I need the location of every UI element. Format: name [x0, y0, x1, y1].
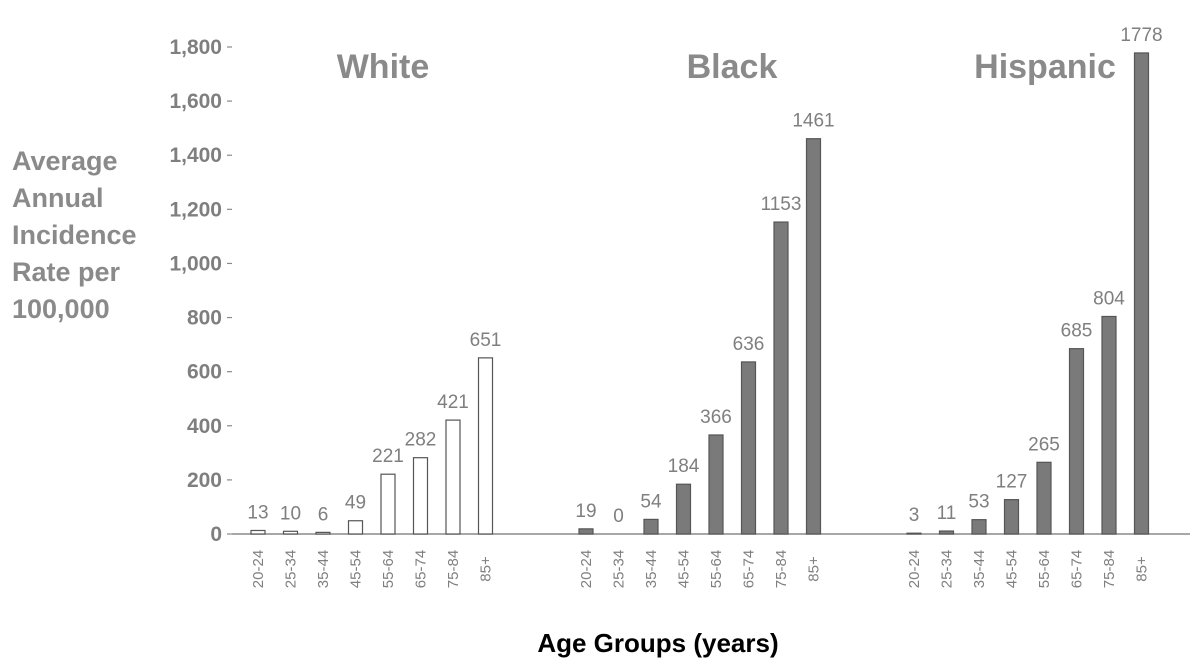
- bar-value-label: 804: [1093, 288, 1125, 309]
- x-tick-label: 65-74: [413, 550, 430, 588]
- y-tick-label: 1,400: [169, 144, 222, 167]
- bar-value-label: 54: [640, 491, 662, 512]
- bar-value-label: 651: [470, 330, 502, 351]
- x-tick-label: 20-24: [250, 550, 267, 588]
- bar: [380, 473, 396, 535]
- group-title: White: [337, 48, 430, 86]
- bar-value-label: 127: [996, 472, 1028, 493]
- bar: [477, 357, 494, 535]
- bar-value-label: 53: [968, 492, 989, 513]
- bar: [347, 520, 364, 535]
- x-tick-label: 55-64: [380, 550, 397, 588]
- bar-value-label: 421: [437, 392, 469, 413]
- bar: [708, 434, 724, 535]
- x-tick-label: 35-44: [971, 550, 988, 588]
- y-axis-label-line: Average: [12, 146, 118, 176]
- bar-group-hispanic: Hispanic 3 20-24 11 25-34 53 35-44 127 45-54 265 5…: [906, 25, 1163, 588]
- y-tick-label: 1,600: [169, 90, 222, 113]
- x-axis-label: Age Groups (years): [537, 628, 778, 658]
- bar: [315, 531, 331, 535]
- bar-value-label: 1461: [792, 111, 834, 132]
- x-tick-label: 65-74: [1069, 550, 1086, 588]
- bar: [578, 528, 594, 535]
- bar-group-black: Black 19 20-24 0 25-34 54 35-44 184 45-54 366 55-6…: [575, 48, 834, 588]
- bar-value-label: 11: [937, 503, 957, 524]
- bar-value-label: 19: [575, 501, 596, 522]
- group-title: Hispanic: [974, 48, 1116, 86]
- bar: [906, 532, 922, 535]
- y-tick-label: 400: [187, 415, 222, 438]
- y-tick-label: 600: [187, 361, 222, 384]
- x-tick-label: 75-84: [445, 550, 462, 588]
- x-tick-label: 25-34: [611, 550, 628, 588]
- bar: [412, 457, 429, 535]
- y-tick-label: 1,000: [169, 252, 222, 275]
- bar-value-label: 1153: [761, 194, 802, 215]
- bar-value-label: 366: [700, 407, 732, 428]
- x-tick-label: 85+: [1134, 556, 1151, 582]
- bar-value-label: 265: [1028, 434, 1060, 455]
- bar: [445, 419, 461, 535]
- bar: [1133, 52, 1150, 535]
- bar: [971, 519, 987, 535]
- x-tick-label: 35-44: [643, 550, 660, 588]
- x-tick-label: 45-54: [348, 550, 365, 588]
- bar: [1003, 499, 1020, 535]
- bar-value-label: 1778: [1120, 25, 1162, 46]
- bar: [1036, 461, 1052, 535]
- bar: [773, 221, 789, 535]
- bar-value-label: 636: [733, 334, 765, 355]
- x-tick-label: 85+: [478, 556, 495, 582]
- bar: [938, 530, 955, 535]
- bar-value-label: 3: [909, 505, 920, 526]
- bar-value-label: 49: [345, 493, 366, 514]
- x-tick-label: 75-84: [1101, 550, 1118, 588]
- bar: [805, 138, 822, 535]
- x-tick-label: 35-44: [315, 550, 332, 588]
- x-tick-label: 55-64: [1036, 550, 1053, 588]
- x-tick-label: 55-64: [708, 550, 725, 588]
- group-title: Black: [687, 48, 778, 86]
- y-tick-label: 200: [187, 469, 222, 492]
- y-tick-label: 800: [187, 307, 222, 330]
- x-tick-label: 75-84: [773, 550, 790, 588]
- y-axis-label: Average Annual Incidence Rate per 100,000: [12, 146, 137, 324]
- bar-value-label: 282: [405, 430, 437, 451]
- bar-value-label: 685: [1061, 321, 1093, 342]
- y-tick-label: 1,200: [169, 198, 222, 221]
- y-tick-label: 0: [210, 523, 222, 546]
- bar-group-white: White 13 20-24 10 25-34 6 35-44 49 45-54 221 55-64…: [247, 48, 501, 588]
- bar: [282, 530, 299, 535]
- y-axis-label-line: Annual: [12, 183, 104, 213]
- x-tick-label: 45-54: [1004, 550, 1021, 588]
- bar-value-label: 13: [247, 502, 268, 523]
- y-axis: 0 200 400 600 800 1,000 1,200 1,400 1,600 1,800: [169, 36, 1190, 546]
- y-axis-label-line: Incidence: [12, 220, 137, 250]
- bar-value-label: 0: [613, 506, 624, 527]
- bar: [1101, 315, 1117, 535]
- bar-value-label: 221: [372, 446, 404, 467]
- bar: [250, 529, 266, 535]
- y-axis-label-line: Rate per: [12, 257, 121, 287]
- bar-groups: White 13 20-24 10 25-34 6 35-44 49 45-54 221 55-64…: [247, 25, 1162, 588]
- x-tick-label: 25-34: [283, 550, 300, 588]
- bar-value-label: 10: [280, 503, 301, 524]
- y-tick-label: 1,800: [169, 36, 222, 59]
- bar-value-label: 184: [668, 456, 700, 477]
- x-tick-label: 20-24: [578, 550, 595, 588]
- x-tick-label: 25-34: [939, 550, 956, 588]
- bar-value-label: 6: [318, 504, 329, 525]
- bar: [675, 483, 692, 535]
- bar: [643, 518, 659, 535]
- x-tick-label: 45-54: [676, 550, 693, 588]
- bar: [740, 361, 757, 535]
- bar: [1068, 348, 1085, 535]
- x-tick-label: 85+: [806, 556, 823, 582]
- x-tick-label: 65-74: [741, 550, 758, 588]
- x-tick-label: 20-24: [906, 550, 923, 588]
- y-axis-label-line: 100,000: [12, 294, 110, 324]
